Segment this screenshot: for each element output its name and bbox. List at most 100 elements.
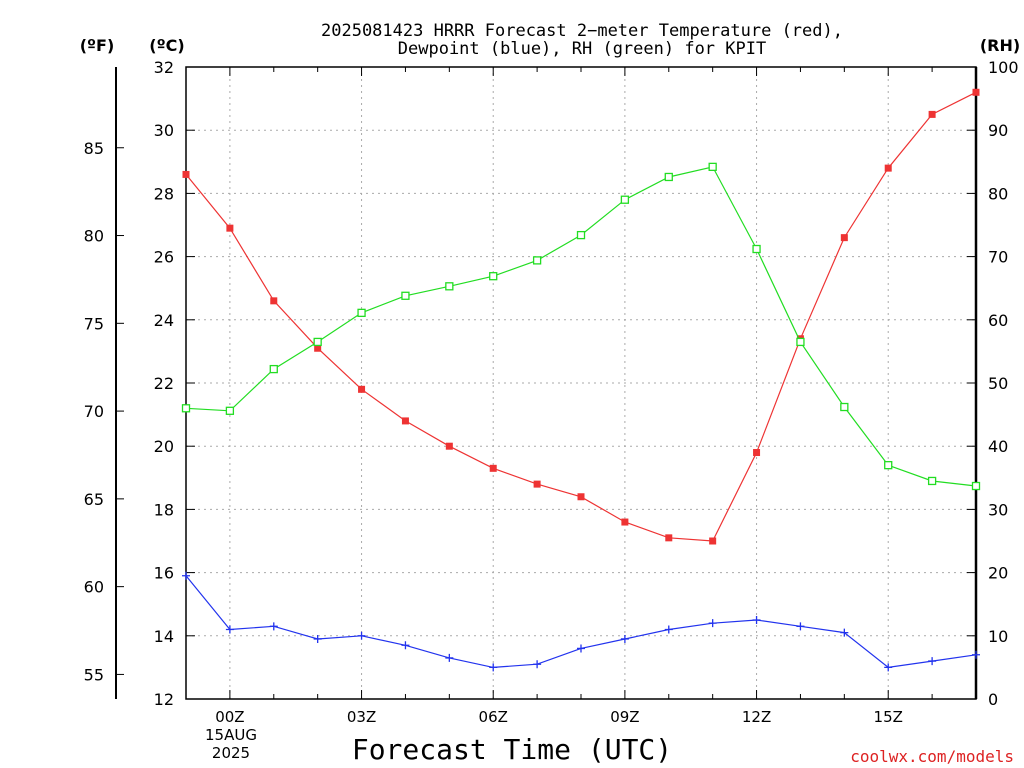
x-tick-label: 03Z — [347, 708, 376, 726]
x-tick-label: 15Z — [874, 708, 903, 726]
plot-frame — [185, 66, 977, 700]
rh-point — [576, 230, 586, 240]
chart-title-line-1: 2025081423 HRRR Forecast 2−meter Tempera… — [321, 21, 843, 41]
rh-point — [181, 404, 191, 413]
x-axis-title: Forecast Time (UTC) — [352, 733, 672, 766]
fahrenheit-tick-label: 80 — [84, 227, 104, 246]
temperature-point — [270, 297, 278, 305]
rh-tick-label: 60 — [988, 311, 1008, 330]
dewpoint-point — [489, 663, 498, 672]
fahrenheit-tick-label: 60 — [84, 578, 104, 597]
temperature-point — [358, 385, 366, 393]
rh-point — [313, 337, 322, 347]
celsius-tick-label: 14 — [154, 627, 174, 646]
dewpoint-point — [225, 625, 234, 634]
dewpoint-point — [840, 628, 849, 637]
temperature-point — [577, 493, 585, 501]
dewpoint-point — [752, 616, 761, 624]
rh-tick-label: 70 — [988, 248, 1008, 267]
x-tick-label: 00Z — [215, 708, 244, 726]
temperature-point — [401, 417, 409, 425]
rh-tick-label: 90 — [988, 121, 1008, 140]
rh-tick-label: 80 — [988, 184, 1008, 203]
rh-tick-label: 0 — [988, 690, 998, 709]
axis-ticks: 00Z 03Z 06Z 09Z 12Z 15Z 12 14 16 18 20 22 24 26 28 30 32… — [84, 58, 1019, 726]
dewpoint-point — [884, 663, 893, 672]
temperature-point — [533, 480, 541, 488]
temperature-point — [840, 234, 848, 242]
date-label-year: 2025 — [212, 744, 250, 762]
celsius-tick-label: 30 — [154, 121, 174, 140]
dewpoint-point — [664, 625, 673, 634]
dewpoint-point — [313, 634, 322, 643]
rh-point — [269, 364, 278, 374]
fahrenheit-unit-label: (ºF) — [80, 36, 115, 55]
temperature-point — [445, 442, 453, 450]
rh-point — [708, 162, 717, 172]
dewpoint-point — [269, 622, 278, 631]
x-tick-label: 06Z — [479, 708, 508, 726]
rh-tick-label: 40 — [988, 437, 1008, 456]
temperature-point — [226, 224, 234, 232]
dewpoint-point — [928, 657, 937, 666]
rh-point — [620, 195, 630, 204]
dewpoint-line — [185, 575, 977, 669]
dewpoint-point — [445, 653, 454, 662]
fahrenheit-tick-label: 70 — [84, 402, 104, 421]
temperature-point — [972, 88, 980, 96]
rh-tick-label: 50 — [988, 374, 1008, 393]
rh-point — [927, 476, 937, 486]
celsius-tick-label: 12 — [154, 690, 174, 709]
temperature-point — [182, 170, 190, 178]
credit-label: coolwx.com/models — [850, 747, 1014, 766]
temperature-point — [314, 344, 322, 352]
celsius-tick-label: 18 — [154, 500, 174, 519]
grid-lines — [186, 67, 976, 699]
rh-point — [884, 461, 893, 470]
temperature-point — [665, 534, 673, 542]
dewpoint-point — [708, 619, 717, 628]
temperature-point — [489, 464, 497, 472]
rh-point — [225, 406, 235, 415]
rh-line — [185, 166, 977, 487]
temperature-point — [928, 110, 936, 118]
celsius-tick-label: 16 — [154, 564, 174, 583]
rh-point — [532, 256, 542, 265]
celsius-unit-label: (ºC) — [149, 36, 184, 55]
rh-point — [489, 272, 498, 281]
rh-point — [971, 481, 981, 491]
temperature-line — [185, 91, 977, 542]
rh-point — [445, 282, 454, 291]
rh-tick-label: 20 — [988, 564, 1008, 583]
dewpoint-point — [972, 650, 980, 659]
rh-point — [752, 244, 761, 254]
temperature-point — [884, 164, 892, 172]
dewpoint-point — [401, 641, 410, 650]
temperature-point — [753, 449, 761, 457]
celsius-tick-label: 28 — [154, 184, 174, 203]
celsius-tick-label: 22 — [154, 374, 174, 393]
rh-unit-label: (RH) — [980, 36, 1020, 55]
rh-tick-label: 30 — [988, 500, 1008, 519]
chart-title-line-2: Dewpoint (blue), RH (green) for KPIT — [398, 39, 766, 59]
dewpoint-point — [796, 622, 805, 631]
rh-point — [357, 308, 366, 317]
celsius-tick-label: 26 — [154, 248, 174, 267]
dewpoint-point — [577, 644, 585, 653]
rh-tick-label: 100 — [988, 58, 1019, 77]
dewpoint-point — [533, 660, 542, 669]
x-tick-label: 09Z — [610, 708, 639, 726]
rh-point — [401, 291, 410, 300]
fahrenheit-tick-label: 85 — [84, 139, 104, 158]
temperature-point — [709, 537, 717, 545]
date-label-day: 15AUG — [205, 726, 257, 744]
dewpoint-point — [620, 634, 629, 643]
celsius-tick-label: 20 — [154, 437, 174, 456]
data-series — [181, 88, 981, 672]
celsius-tick-label: 32 — [154, 58, 174, 77]
celsius-tick-label: 24 — [154, 311, 174, 330]
x-tick-label: 12Z — [742, 708, 771, 726]
fahrenheit-tick-label: 55 — [84, 665, 104, 684]
